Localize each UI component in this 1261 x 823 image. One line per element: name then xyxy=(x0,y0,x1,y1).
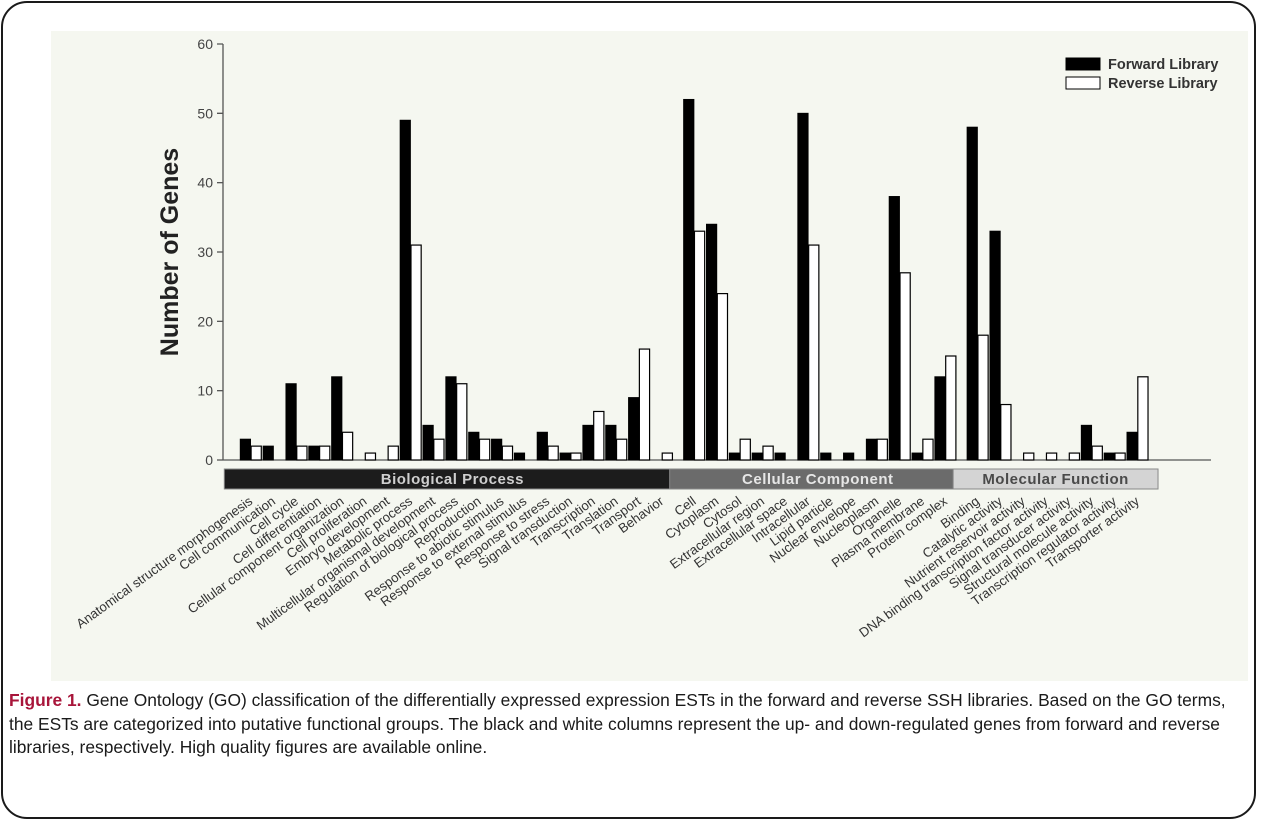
bar-reverse-cellular-component-organization xyxy=(341,431,354,461)
bar-forward-binding xyxy=(966,126,978,461)
bar-forward-response-to-stress xyxy=(536,431,548,461)
bar-forward-cytoplasm xyxy=(706,223,718,461)
bar-reverse-transcription-regulator-activity xyxy=(1114,452,1126,461)
figure-caption: Figure 1. Gene Ontology (GO) classificat… xyxy=(9,689,1249,760)
bar-reverse-reproduction xyxy=(478,438,491,461)
bar-forward-intracellular xyxy=(797,112,809,461)
bar-reverse-transport xyxy=(638,348,651,461)
bar-reverse-plasma-membrane xyxy=(922,438,934,461)
bar-forward-cellular-component-organization xyxy=(331,376,343,461)
bar-reverse-intracellular xyxy=(808,244,820,461)
bar-forward-response-to-external-stimulus xyxy=(513,452,526,461)
bar-forward-structural-molecule-activity xyxy=(1080,424,1093,461)
bar-reverse-cytosol xyxy=(739,438,751,461)
caption-text: Gene Ontology (GO) classification of the… xyxy=(9,690,1226,757)
bar-forward-plasma-membrane xyxy=(911,452,923,461)
bar-reverse-anatomical-structure-morphogenesis xyxy=(250,445,262,461)
y-axis-label: Number of Genes xyxy=(156,148,184,356)
bar-reverse-response-to-stress xyxy=(547,445,559,461)
bar-forward-transport xyxy=(628,397,640,461)
y-tick-label: 60 xyxy=(197,36,213,52)
bar-reverse-binding xyxy=(977,334,989,461)
y-tick-label: 20 xyxy=(197,313,213,329)
bar-forward-transporter-activity xyxy=(1126,431,1138,461)
bar-forward-translation xyxy=(605,424,617,461)
y-tick-label: 50 xyxy=(197,105,213,121)
bar-forward-regulation-of-biological-process xyxy=(445,376,457,461)
bar-reverse-regulation-of-biological-process xyxy=(456,383,468,461)
group-label-biological-process: Biological Process xyxy=(381,471,524,488)
bar-forward-transcription xyxy=(582,424,594,461)
bar-reverse-signal-transduction xyxy=(570,452,582,461)
bar-forward-multicellular-organismal-development xyxy=(422,424,434,461)
y-tick-label: 40 xyxy=(197,175,213,191)
bar-reverse-cytoplasm xyxy=(716,293,729,461)
bar-forward-signal-transduction xyxy=(559,452,571,461)
bar-forward-cell-cycle xyxy=(285,383,297,461)
bar-forward-lipid-particle xyxy=(820,452,832,461)
bar-reverse-dna-binding-transcription-factor-activity xyxy=(1045,452,1058,461)
legend-swatch-forward-library xyxy=(1065,57,1101,71)
bar-forward-cell-differentiation xyxy=(308,445,320,461)
bar-reverse-embryo-development xyxy=(387,445,399,461)
bar-reverse-behavior xyxy=(661,452,674,461)
bar-forward-organelle xyxy=(888,196,900,461)
bar-reverse-metabolic-process xyxy=(410,244,422,461)
gene-ontology-bar-chart: 0 10 20 30 40 50 60 Number of Genes Anatomical s… xyxy=(73,36,1218,640)
bar-forward-nucleoplasm xyxy=(865,438,878,461)
bar-reverse-nucleoplasm xyxy=(876,438,888,461)
legend-swatch-reverse-library xyxy=(1065,76,1101,90)
bar-reverse-protein-complex xyxy=(945,355,957,461)
bar-reverse-signal-transducer-activity xyxy=(1068,452,1081,461)
y-tick-label: 0 xyxy=(205,452,213,468)
bar-reverse-organelle xyxy=(899,272,911,461)
bar-reverse-extracellular-region xyxy=(762,445,774,461)
bar-reverse-cell-proliferation xyxy=(364,452,377,461)
bar-reverse-catalytic-activity xyxy=(1000,403,1012,461)
bar-reverse-response-to-abiotic-stimulus xyxy=(501,445,514,461)
bar-reverse-structural-molecule-activity xyxy=(1091,445,1103,461)
group-label-cellular-component: Cellular Component xyxy=(742,471,894,488)
bar-forward-cell xyxy=(683,98,695,461)
bar-forward-anatomical-structure-morphogenesis xyxy=(239,438,252,461)
bar-forward-nuclear-envelope xyxy=(843,452,855,461)
bar-reverse-nutrient-reservoir-activity xyxy=(1023,452,1035,461)
legend-label-reverse-library: Reverse Library xyxy=(1108,76,1218,92)
bar-forward-transcription-regulator-activity xyxy=(1103,452,1115,461)
bar-forward-catalytic-activity xyxy=(989,230,1001,461)
bar-reverse-multicellular-organismal-development xyxy=(433,438,445,461)
y-tick-label: 10 xyxy=(197,383,213,399)
bar-forward-cytosol xyxy=(728,452,741,461)
bar-forward-metabolic-process xyxy=(399,119,411,461)
caption-label: Figure 1. xyxy=(9,690,82,710)
bar-forward-response-to-abiotic-stimulus xyxy=(491,438,503,461)
bar-forward-protein-complex xyxy=(934,376,946,461)
group-band-molecular-function xyxy=(952,468,1159,490)
y-tick-label: 30 xyxy=(197,244,213,260)
bar-reverse-transcription xyxy=(593,410,605,461)
x-tick-label: Anatomical structure morphogenesis xyxy=(73,493,255,631)
legend-label-forward-library: Forward Library xyxy=(1108,57,1218,73)
bar-reverse-translation xyxy=(615,438,628,461)
bar-reverse-cell xyxy=(693,230,706,461)
bar-reverse-cell-cycle xyxy=(296,445,308,461)
bar-reverse-transporter-activity xyxy=(1137,376,1149,461)
bar-forward-reproduction xyxy=(468,431,480,461)
group-label-molecular-function: Molecular Function xyxy=(982,471,1129,488)
bar-forward-extracellular-space xyxy=(774,452,786,461)
bar-forward-cell-communication xyxy=(262,445,274,461)
bar-reverse-cell-differentiation xyxy=(319,445,331,461)
bar-forward-extracellular-region xyxy=(751,452,763,461)
